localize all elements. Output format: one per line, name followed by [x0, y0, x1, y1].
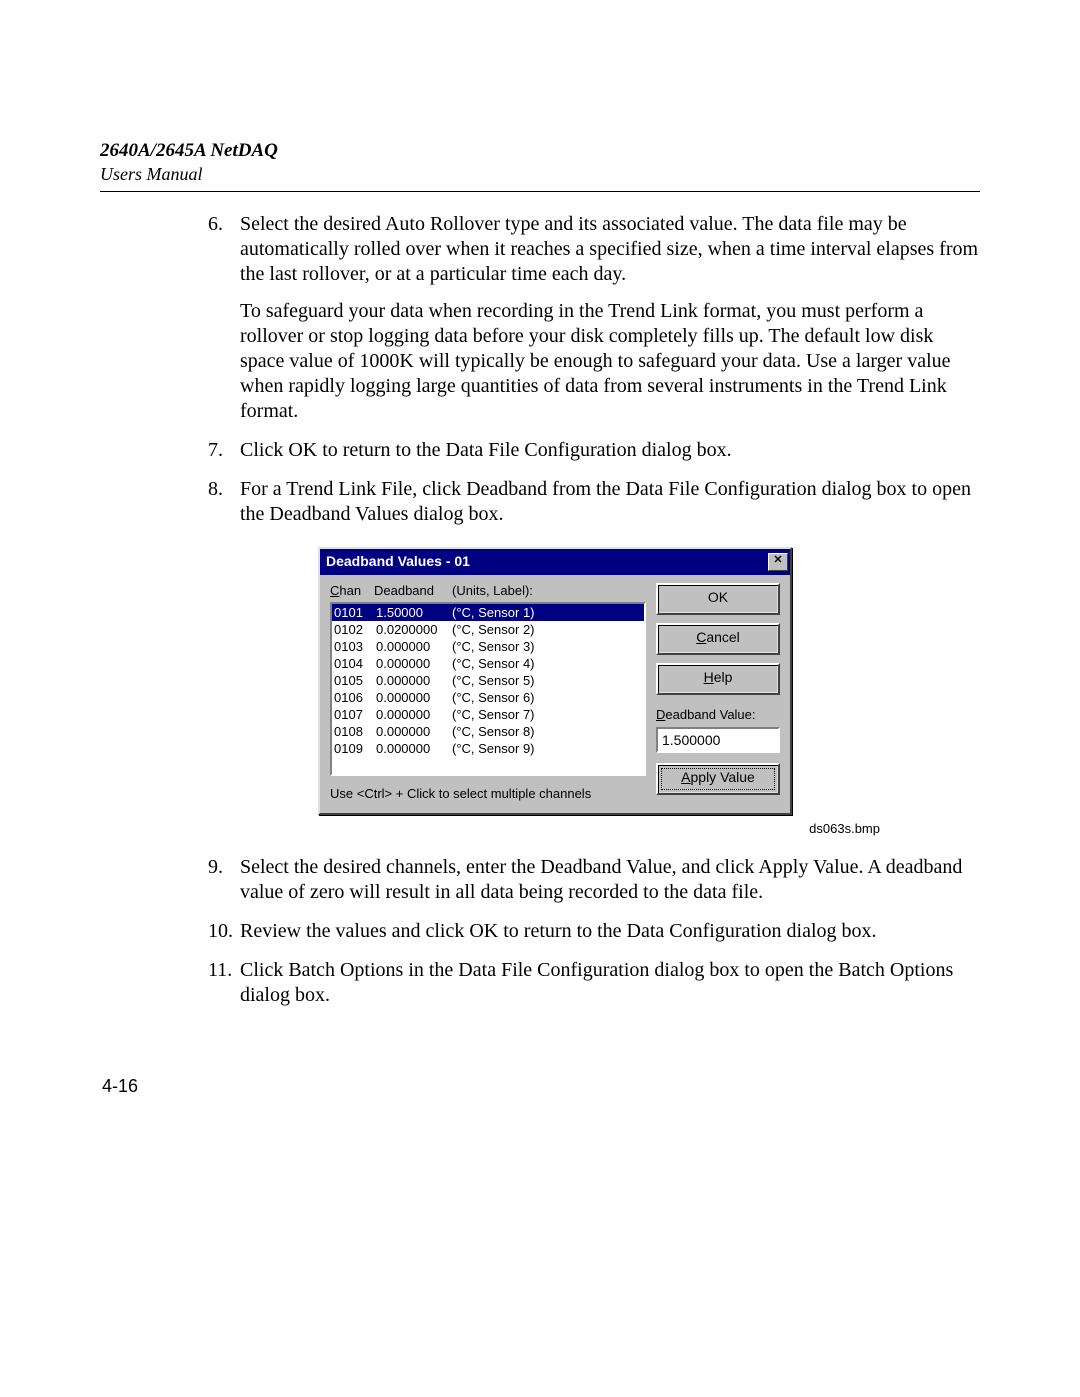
- list-item[interactable]: 01070.000000(°C, Sensor 7): [332, 706, 644, 723]
- list-item[interactable]: 01080.000000(°C, Sensor 8): [332, 723, 644, 740]
- step-text: Click Batch Options in the Data File Con…: [240, 958, 980, 1008]
- step-number: 8.: [208, 477, 240, 527]
- help-button[interactable]: Help: [656, 663, 780, 695]
- figure-caption: ds063s.bmp: [208, 821, 980, 837]
- doc-title: 2640A/2645A NetDAQ: [100, 140, 980, 162]
- hint-text: Use <Ctrl> + Click to select multiple ch…: [330, 786, 646, 802]
- close-icon[interactable]: ✕: [768, 553, 788, 571]
- dialog-titlebar: Deadband Values - 01 ✕: [320, 549, 790, 575]
- step-text: For a Trend Link File, click Deadband fr…: [240, 477, 980, 527]
- list-item[interactable]: 01040.000000(°C, Sensor 4): [332, 655, 644, 672]
- deadband-value-input[interactable]: 1.500000: [656, 727, 780, 753]
- deadband-value-label: Deadband Value:: [656, 707, 780, 723]
- deadband-dialog: Deadband Values - 01 ✕ Chan Deadband (Un…: [318, 547, 792, 815]
- cancel-button[interactable]: Cancel: [656, 623, 780, 655]
- list-item[interactable]: 01011.50000(°C, Sensor 1): [332, 604, 644, 621]
- step-number: 7.: [208, 438, 240, 463]
- dialog-title: Deadband Values - 01: [326, 553, 768, 571]
- step-number: 9.: [208, 855, 240, 905]
- ok-button[interactable]: OK: [656, 583, 780, 615]
- list-item[interactable]: 01020.0200000(°C, Sensor 2): [332, 621, 644, 638]
- list-item[interactable]: 01090.000000(°C, Sensor 9): [332, 740, 644, 757]
- step-text: Click OK to return to the Data File Conf…: [240, 438, 980, 463]
- channel-listbox[interactable]: 01011.50000(°C, Sensor 1)01020.0200000(°…: [330, 602, 646, 776]
- step-number: 11.: [208, 958, 240, 1008]
- list-headers: Chan Deadband (Units, Label):: [330, 583, 646, 599]
- list-item[interactable]: 01060.000000(°C, Sensor 6): [332, 689, 644, 706]
- page-number: 4-16: [102, 1076, 138, 1097]
- step-number: 6.: [208, 212, 240, 424]
- step-text: Review the values and click OK to return…: [240, 919, 980, 944]
- header-rule: [100, 191, 980, 192]
- step-text: Select the desired channels, enter the D…: [240, 855, 980, 905]
- list-item[interactable]: 01030.000000(°C, Sensor 3): [332, 638, 644, 655]
- list-item[interactable]: 01050.000000(°C, Sensor 5): [332, 672, 644, 689]
- doc-subtitle: Users Manual: [100, 164, 980, 185]
- step-text: To safeguard your data when recording in…: [240, 299, 980, 424]
- apply-value-button[interactable]: Apply Value: [656, 763, 780, 795]
- step-text: Select the desired Auto Rollover type an…: [240, 212, 980, 287]
- step-number: 10.: [208, 919, 240, 944]
